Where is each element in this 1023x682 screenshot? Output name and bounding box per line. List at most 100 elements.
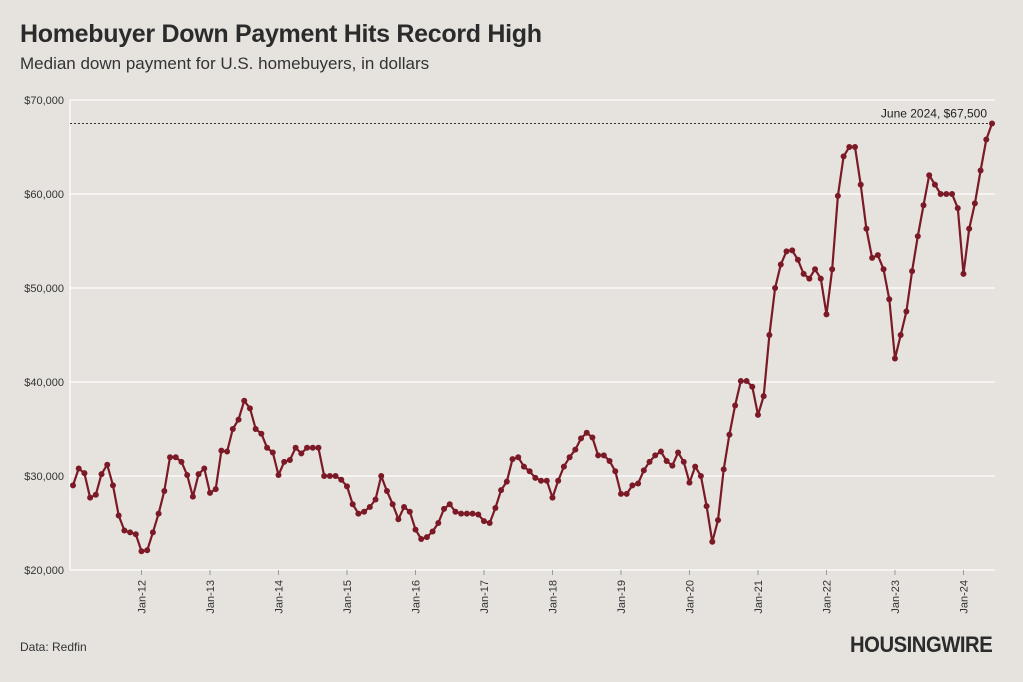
data-point (281, 458, 288, 465)
data-point (766, 332, 773, 338)
data-point (446, 501, 453, 508)
data-point (863, 225, 870, 232)
data-point (315, 444, 322, 451)
data-point (309, 444, 316, 451)
data-point (172, 454, 179, 461)
data-point (555, 477, 562, 484)
data-point (389, 501, 396, 508)
data-point (378, 473, 385, 479)
x-tick-label: Jan-18 (547, 580, 559, 614)
data-point (834, 192, 841, 199)
x-tick-label: Jan-23 (890, 580, 902, 614)
data-point (772, 285, 779, 291)
x-tick-label: Jan-12 (136, 580, 148, 614)
data-point (646, 458, 653, 465)
data-point (566, 454, 573, 461)
data-point (212, 486, 219, 493)
data-point (155, 510, 162, 517)
data-point (971, 200, 978, 207)
data-point (480, 518, 487, 525)
data-point (144, 547, 151, 554)
data-point (132, 531, 139, 538)
data-point (543, 477, 550, 484)
data-point (635, 480, 642, 487)
data-point (954, 205, 961, 212)
data-point (943, 191, 950, 197)
data-point (326, 473, 333, 479)
data-point (800, 270, 807, 277)
data-point (395, 516, 402, 523)
data-point (138, 548, 145, 555)
data-point (760, 393, 767, 400)
data-point (161, 488, 168, 495)
data-point (909, 268, 916, 275)
data-point (292, 444, 299, 451)
data-point (640, 467, 647, 474)
data-point (606, 457, 613, 464)
chart-title: Homebuyer Down Payment Hits Record High (20, 20, 542, 48)
data-point (343, 483, 350, 490)
data-point (589, 434, 596, 441)
data-point (680, 458, 687, 465)
data-point (692, 463, 699, 470)
data-point (224, 448, 231, 455)
y-tick-label: $20,000 (24, 565, 64, 577)
data-point (121, 527, 128, 534)
data-point (298, 450, 305, 457)
data-point (264, 444, 271, 451)
x-tick-label: Jan-19 (616, 580, 628, 614)
data-point (880, 266, 887, 273)
data-point (726, 431, 733, 438)
data-point (595, 452, 602, 459)
data-point (492, 504, 499, 511)
data-point (338, 476, 345, 483)
data-point (269, 449, 276, 456)
data-point (498, 487, 505, 494)
data-point (98, 471, 105, 478)
data-point (846, 144, 853, 150)
data-point (663, 457, 670, 464)
data-point (891, 355, 898, 362)
data-point (275, 472, 282, 479)
data-point (429, 528, 436, 535)
data-point (441, 505, 448, 512)
data-point (869, 254, 876, 261)
source-note: Data: Redfin (20, 640, 87, 654)
data-point (70, 482, 76, 489)
data-point (452, 508, 459, 515)
data-point (806, 275, 813, 282)
data-point (966, 225, 973, 232)
data-point (532, 474, 539, 481)
data-point (401, 504, 408, 511)
data-point (903, 308, 910, 315)
data-point (355, 510, 362, 517)
data-point (560, 463, 567, 470)
x-tick-label: Jan-24 (958, 580, 970, 614)
y-tick-label: $60,000 (24, 189, 64, 201)
data-point (926, 172, 933, 179)
data-point (897, 332, 904, 338)
data-point (218, 447, 225, 454)
data-point (789, 247, 796, 254)
data-point (840, 153, 847, 160)
data-point (794, 256, 801, 263)
x-tick-label: Jan-13 (205, 580, 217, 614)
data-point (469, 510, 476, 517)
data-point (463, 510, 470, 517)
data-point (229, 426, 236, 432)
data-point (104, 461, 111, 468)
data-point (195, 471, 202, 478)
data-point (949, 191, 956, 197)
data-point (321, 473, 328, 479)
data-point (549, 494, 556, 501)
data-point (286, 457, 293, 464)
data-point (812, 266, 819, 273)
data-point (600, 452, 607, 459)
data-point (241, 397, 248, 404)
data-point (874, 252, 881, 259)
data-point (669, 462, 676, 469)
y-tick-label: $30,000 (24, 471, 64, 483)
data-point (612, 468, 619, 475)
x-tick-label: Jan-20 (684, 580, 696, 614)
data-point (149, 529, 156, 536)
